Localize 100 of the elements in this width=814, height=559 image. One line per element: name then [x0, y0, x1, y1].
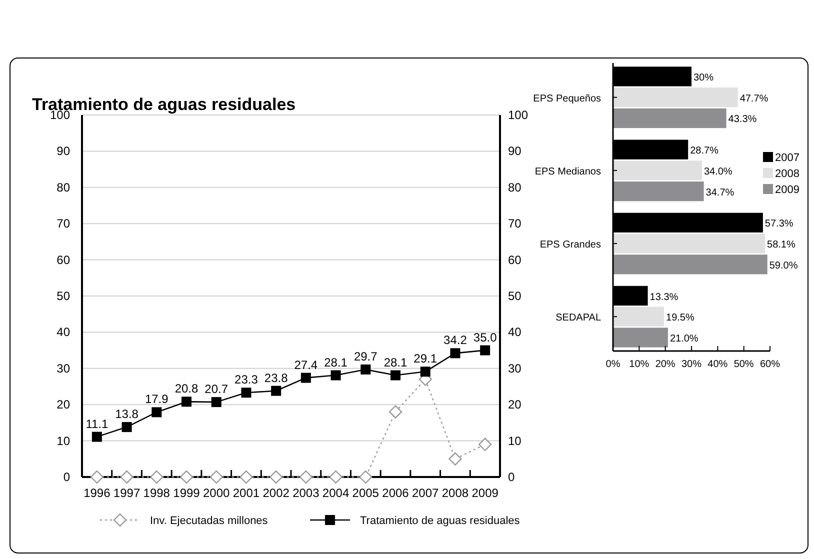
- x-tick-label: 2005: [352, 486, 380, 500]
- point: [388, 405, 402, 418]
- legend-label: Inv. Ejecutadas millones: [150, 515, 268, 527]
- y2-tick-label: 50: [508, 289, 522, 303]
- x-tick-label: 30%: [681, 359, 702, 370]
- point: [90, 470, 104, 484]
- x-tick-label: 0%: [606, 359, 620, 370]
- y-tick-label: 0: [63, 470, 70, 484]
- point: [329, 470, 342, 484]
- data-label: 17.9: [144, 392, 169, 406]
- x-tick-label: 1998: [143, 486, 170, 500]
- x-tick-label: 2004: [322, 486, 350, 500]
- point: [211, 397, 222, 408]
- bar: [613, 160, 702, 180]
- x-tick-label: 1997: [113, 486, 140, 500]
- x-tick-label: 2006: [382, 486, 410, 500]
- point: [269, 470, 283, 484]
- data-label: 20.7: [204, 382, 228, 396]
- data-label: 29.7: [354, 349, 378, 364]
- bar: [613, 108, 726, 128]
- x-tick-label: 1999: [173, 486, 200, 500]
- point: [180, 470, 194, 484]
- x-tick-label: 20%: [655, 359, 676, 370]
- bar: [613, 182, 704, 202]
- point: [420, 366, 430, 377]
- data-label: 21.0%: [670, 334, 698, 345]
- x-tick-label: 2008: [442, 486, 469, 500]
- y-tick-label: EPS Grandes: [540, 240, 601, 251]
- bar: [613, 88, 738, 108]
- data-label: 23.8: [264, 370, 288, 385]
- bar: [613, 234, 766, 254]
- y-tick-label: EPS Medianos: [534, 166, 601, 178]
- x-tick-label: 2002: [262, 486, 290, 500]
- y-tick-label: SEDAPAL: [556, 312, 602, 324]
- point: [210, 470, 223, 484]
- x-tick-label: 2007: [412, 486, 440, 500]
- data-label: 27.4: [294, 358, 318, 372]
- point: [480, 345, 490, 356]
- y-tick-label: 10: [56, 434, 70, 448]
- point: [122, 422, 132, 432]
- x-tick-label: 2009: [472, 486, 499, 500]
- data-label: 28.7%: [690, 146, 719, 157]
- legend-label: 2007: [775, 152, 800, 164]
- y-tick-label: 20: [56, 398, 70, 412]
- data-label: 19.5%: [666, 312, 694, 324]
- point: [152, 407, 162, 418]
- x-tick-label: 1996: [84, 486, 111, 500]
- y-tick-label: 70: [56, 216, 70, 231]
- y2-tick-label: 0: [508, 470, 515, 484]
- data-label: 34.0%: [704, 166, 732, 178]
- y2-tick-label: 100: [508, 108, 528, 122]
- x-tick-label: 2000: [203, 486, 230, 500]
- y2-tick-label: 90: [508, 144, 522, 158]
- data-label: 13.3%: [650, 292, 678, 303]
- data-label: 43.3%: [728, 114, 757, 126]
- legend-label: 2008: [775, 168, 800, 180]
- data-label: 35.0: [473, 330, 498, 344]
- y2-tick-label: 70: [508, 216, 522, 231]
- data-label: 28.1: [324, 355, 348, 370]
- y-tick-label: 60: [56, 252, 70, 267]
- point: [241, 388, 252, 398]
- data-label: 20.8: [174, 382, 198, 396]
- data-label: 28.1: [384, 355, 408, 370]
- data-label: 57.3%: [764, 218, 794, 230]
- point: [300, 372, 311, 383]
- point: [299, 470, 313, 484]
- y2-tick-label: 30: [508, 361, 522, 376]
- y2-tick-label: 60: [508, 252, 522, 267]
- point: [240, 470, 253, 484]
- point: [120, 470, 134, 484]
- point: [92, 432, 102, 442]
- point: [182, 396, 192, 407]
- y-tick-label: 80: [56, 180, 70, 194]
- x-tick-label: 40%: [708, 359, 728, 370]
- point: [150, 470, 164, 484]
- y-tick-label: 40: [56, 325, 70, 340]
- x-tick-label: 60%: [760, 359, 780, 370]
- y-tick-label: EPS Pequeños: [533, 93, 601, 104]
- y2-tick-label: 80: [508, 180, 522, 194]
- legend-label: Tratamiento de aguas residuales: [360, 515, 520, 527]
- point: [450, 348, 460, 358]
- data-label: 11.1: [86, 416, 108, 431]
- y-tick-label: 50: [56, 289, 70, 303]
- y2-tick-label: 10: [508, 434, 522, 448]
- x-tick-label: 10%: [629, 359, 650, 370]
- data-label: 47.7%: [740, 93, 768, 104]
- data-label: 29.1: [414, 352, 438, 366]
- point: [360, 364, 371, 374]
- y2-tick-label: 40: [508, 325, 522, 340]
- legend-label: 2009: [775, 184, 800, 196]
- bar: [613, 254, 768, 274]
- data-label: 23.3: [234, 372, 258, 387]
- point: [359, 470, 372, 484]
- data-label: 30%: [694, 72, 714, 84]
- point: [478, 438, 492, 452]
- y-tick-label: 30: [56, 361, 70, 376]
- bar: [613, 306, 664, 326]
- point: [448, 452, 462, 466]
- point: [271, 386, 282, 396]
- y-tick-label: 90: [56, 144, 70, 158]
